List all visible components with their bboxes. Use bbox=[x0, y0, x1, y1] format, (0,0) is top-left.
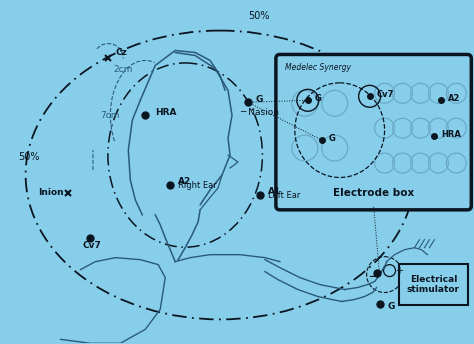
Text: 2cm: 2cm bbox=[113, 65, 133, 74]
Text: HRA: HRA bbox=[441, 130, 461, 139]
Text: ─ Nasion: ─ Nasion bbox=[240, 108, 279, 117]
Text: G: G bbox=[388, 302, 395, 311]
Text: Cz: Cz bbox=[115, 48, 127, 57]
Text: G: G bbox=[315, 94, 322, 103]
FancyBboxPatch shape bbox=[399, 264, 468, 305]
Text: 50%: 50% bbox=[248, 11, 269, 21]
FancyBboxPatch shape bbox=[276, 54, 471, 210]
Text: +: + bbox=[394, 266, 402, 276]
Text: Left Ear: Left Ear bbox=[268, 191, 301, 200]
Text: 7cm: 7cm bbox=[100, 111, 120, 120]
Text: Inion: Inion bbox=[38, 189, 64, 197]
Text: HRA: HRA bbox=[155, 108, 177, 117]
Text: Right Ear: Right Ear bbox=[178, 181, 217, 190]
Text: G: G bbox=[329, 133, 336, 143]
Text: ─: ─ bbox=[370, 270, 378, 283]
Text: 50%: 50% bbox=[18, 152, 40, 162]
Text: A1: A1 bbox=[268, 187, 281, 196]
Text: G: G bbox=[256, 95, 264, 104]
Text: Medelec Synergy: Medelec Synergy bbox=[285, 63, 351, 72]
Text: A2: A2 bbox=[178, 178, 191, 186]
Text: Cv7: Cv7 bbox=[376, 90, 394, 99]
Text: Electrode box: Electrode box bbox=[333, 188, 414, 198]
Text: Cv7: Cv7 bbox=[82, 241, 101, 250]
Text: Electrical
stimulator: Electrical stimulator bbox=[407, 275, 460, 294]
Text: A2: A2 bbox=[448, 94, 461, 103]
